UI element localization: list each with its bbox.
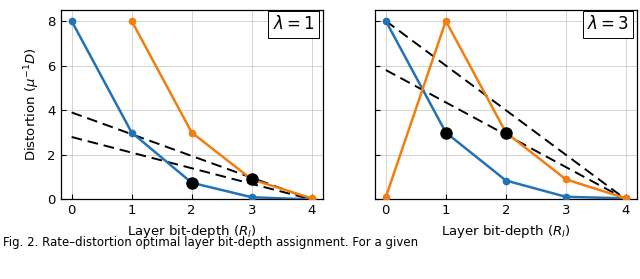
- Text: $\lambda = 3$: $\lambda = 3$: [587, 15, 629, 33]
- Y-axis label: Distortion ($\mu^{-1}D$): Distortion ($\mu^{-1}D$): [22, 48, 42, 161]
- Text: Fig. 2. Rate–distortion optimal layer bit-depth assignment. For a given: Fig. 2. Rate–distortion optimal layer bi…: [3, 236, 419, 249]
- X-axis label: Layer bit-depth ($R_l$): Layer bit-depth ($R_l$): [127, 223, 257, 240]
- Text: $\lambda = 1$: $\lambda = 1$: [273, 15, 315, 33]
- X-axis label: Layer bit-depth ($R_l$): Layer bit-depth ($R_l$): [441, 223, 570, 240]
